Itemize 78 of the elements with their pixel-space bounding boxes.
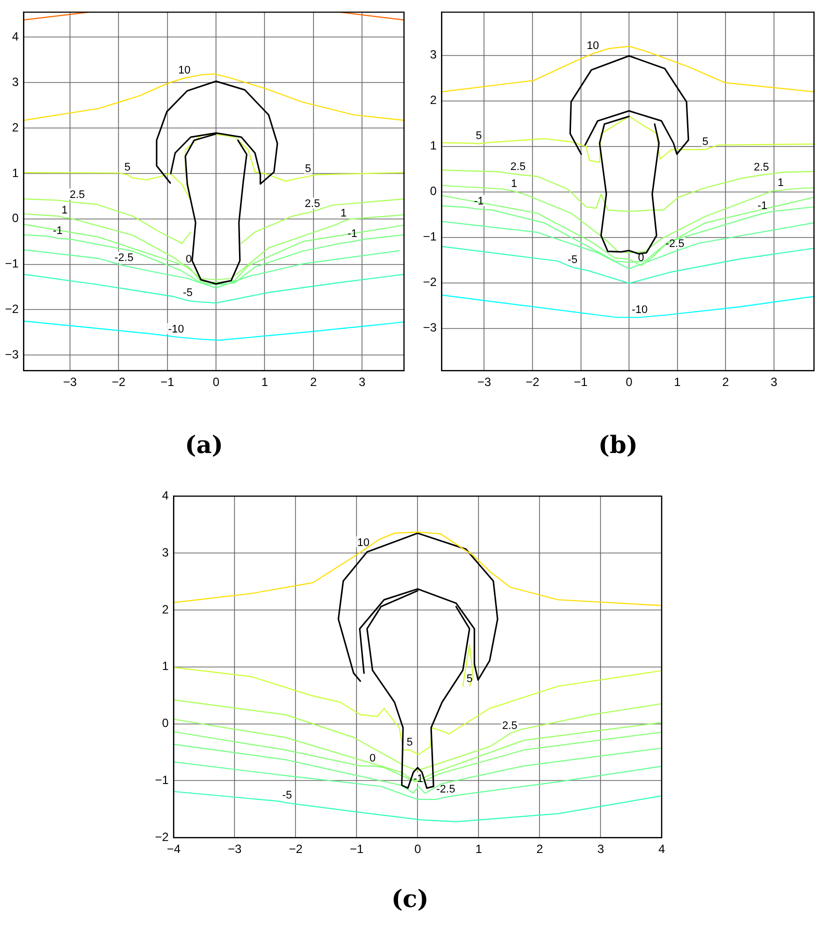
text: (a) <box>184 430 224 459</box>
annotation: 0 <box>186 254 192 266</box>
annotation: 0 <box>369 752 376 764</box>
annotation: -10 <box>168 324 184 336</box>
annotation: 10 <box>357 536 370 549</box>
annotation: 2.5 <box>304 198 320 210</box>
y-tick-label: 1 <box>430 138 437 153</box>
x-tick-label: −2 <box>288 842 303 856</box>
annotation: 1 <box>62 204 68 217</box>
y-tick-label: −1 <box>422 230 437 244</box>
x-tick-label: −4 <box>166 842 181 856</box>
x-tick-label: −2 <box>526 375 540 390</box>
x-tick-label: 0 <box>212 375 220 390</box>
annotation: -2.5 <box>665 238 684 250</box>
y-tick-label: −2 <box>422 275 437 290</box>
x-tick-label: −1 <box>574 375 588 390</box>
x-tick-label: 3 <box>597 842 604 856</box>
annotation: 5 <box>305 163 312 176</box>
annotation: -5 <box>182 287 193 300</box>
annotation: 1 <box>778 177 784 190</box>
annotation: -2.5 <box>436 784 456 796</box>
y-tick-label: 2 <box>162 602 169 616</box>
x-tick-label: 3 <box>358 375 366 390</box>
annotation: 1 <box>340 208 347 220</box>
annotation: 2.5 <box>754 162 770 174</box>
x-tick-label: 1 <box>475 842 482 856</box>
annotation: -5 <box>568 254 578 266</box>
annotation: 10 <box>586 40 599 52</box>
x-tick-label: −2 <box>112 375 126 390</box>
annotation: 2.5 <box>70 189 85 202</box>
y-tick-label: 0 <box>162 716 169 730</box>
annotation: -5 <box>282 789 292 802</box>
annotation: 5 <box>702 136 708 148</box>
annotation: 10 <box>178 64 191 77</box>
x-tick-label: −3 <box>477 375 492 390</box>
x-tick-label: 0 <box>626 375 633 390</box>
x-tick-label: 1 <box>261 375 268 390</box>
y-tick-label: 2 <box>430 93 437 108</box>
y-tick-label: −3 <box>422 320 437 335</box>
y-tick-label: 0 <box>12 211 19 226</box>
x-tick-label: 3 <box>770 375 778 390</box>
x-tick-label: 2 <box>310 375 318 390</box>
y-tick-label: −3 <box>4 347 19 362</box>
y-tick-label: −2 <box>4 302 19 316</box>
y-tick-label: 3 <box>430 48 437 62</box>
y-tick-label: 3 <box>162 545 169 560</box>
annotation: 5 <box>466 672 473 685</box>
y-tick-label: −1 <box>154 773 169 788</box>
text: (b) <box>597 430 639 459</box>
annotation: 5 <box>124 161 130 174</box>
x-tick-label: 1 <box>674 375 681 390</box>
annotation: -1 <box>474 196 484 208</box>
text: (c) <box>390 884 430 913</box>
annotation: 2.5 <box>502 720 518 732</box>
annotation: 5 <box>476 130 482 142</box>
x-tick-label: 2 <box>722 375 730 390</box>
annotation: -1 <box>757 200 768 212</box>
y-tick-label: −1 <box>4 256 19 271</box>
y-tick-label: 2 <box>12 120 19 134</box>
annotation: 5 <box>406 736 413 749</box>
y-tick-label: 1 <box>162 659 169 674</box>
x-tick-label: 4 <box>658 842 666 856</box>
y-tick-label: 3 <box>12 74 19 89</box>
y-tick-label: 4 <box>12 29 19 44</box>
x-tick-label: −1 <box>350 842 364 856</box>
x-tick-label: −3 <box>228 842 242 856</box>
x-tick-label: 2 <box>536 842 544 856</box>
y-tick-label: 0 <box>430 184 437 198</box>
annotation: -1 <box>52 224 63 237</box>
annotation: -10 <box>632 304 648 316</box>
annotation: -1 <box>347 228 358 240</box>
y-tick-label: −2 <box>154 830 169 844</box>
annotation: 1 <box>511 178 518 190</box>
x-tick-label: −3 <box>63 375 78 390</box>
y-tick-label: 4 <box>162 488 169 503</box>
annotation: -2.5 <box>114 252 134 264</box>
y-tick-label: 1 <box>12 166 19 180</box>
annotation: 2.5 <box>510 161 526 174</box>
